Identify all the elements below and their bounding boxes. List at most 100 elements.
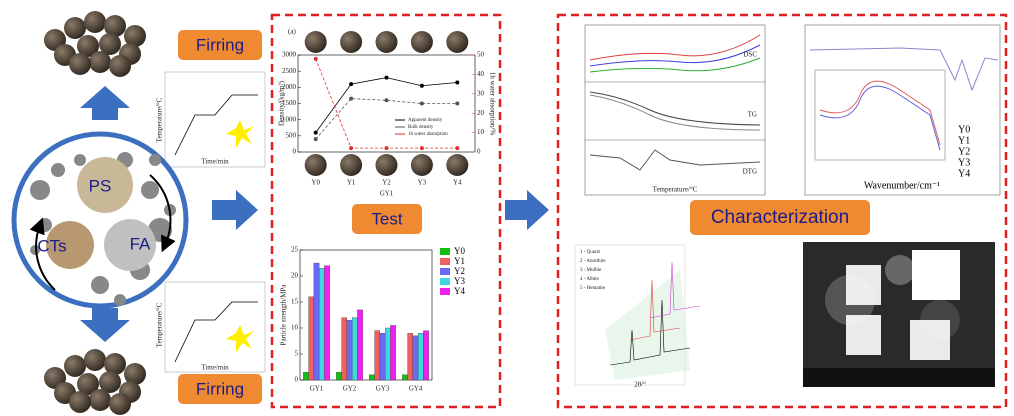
series-line (315, 77, 458, 133)
axis-label: GY1 (380, 190, 394, 198)
axis-label: 1h water absorption/% (488, 72, 496, 136)
pellet (109, 393, 131, 415)
series-point (455, 146, 460, 151)
dsc-label: DSC (743, 51, 757, 59)
pellet (69, 53, 91, 75)
legend-label: Y2 (454, 266, 465, 276)
arrow-up (80, 86, 130, 120)
series-point (384, 75, 389, 80)
phase-label: 4 - Albite (580, 277, 600, 282)
bar (379, 333, 386, 381)
bar (336, 372, 342, 381)
particle (51, 163, 65, 177)
particle (114, 294, 126, 306)
svg-text:Characterization: Characterization (711, 207, 849, 228)
legend-label: Y1 (454, 256, 465, 266)
y2-tick-label: 50 (477, 51, 485, 59)
pellet (99, 33, 121, 55)
bar (390, 325, 396, 381)
bar (303, 372, 309, 381)
particle (30, 245, 40, 255)
axis-label: Density/(kg/m³) (278, 80, 286, 126)
pellet (104, 15, 126, 37)
characterization-box (556, 13, 1008, 409)
arrow-down (80, 308, 130, 342)
pellet (99, 371, 121, 393)
phase-label: 3 - Mullite (580, 268, 602, 273)
y-tick-label: 20 (291, 272, 299, 280)
pellet (64, 355, 86, 377)
bar (369, 374, 375, 381)
svg-text:Firring: Firring (196, 35, 244, 54)
pellet (69, 391, 91, 413)
y-tick-label: 3000 (282, 51, 297, 59)
y-tick-label: 5 (295, 350, 299, 358)
fa-powder (104, 219, 156, 271)
firing-label: Firring (178, 30, 262, 60)
y-tick-label: 1500 (282, 99, 297, 107)
legend-swatch (440, 288, 450, 295)
y-tick-label: 15 (291, 298, 299, 306)
legend-swatch (440, 278, 450, 285)
series-point (419, 83, 424, 88)
y2-tick-label: 20 (477, 109, 485, 117)
characterization-panels (574, 24, 1001, 387)
legend-label: Y4 (454, 286, 465, 296)
tg-label: TG (748, 111, 757, 119)
series-point (313, 137, 318, 142)
svg-text:Time/min: Time/min (201, 158, 229, 166)
ps-powder (77, 157, 133, 213)
svg-text:Temperature/°C: Temperature/°C (156, 97, 164, 142)
y-tick-label: 10 (291, 324, 299, 332)
pellets-photo (44, 11, 146, 77)
pellet-photo (304, 154, 327, 176)
y2-tick-label: 30 (477, 89, 485, 97)
bar (313, 262, 320, 381)
y2-tick-label: 10 (477, 128, 485, 136)
series-point (419, 146, 424, 151)
series-point (455, 101, 460, 106)
legend-label: Y3 (454, 276, 465, 286)
test-box (270, 13, 502, 409)
x-tick-label: Y3 (418, 179, 427, 187)
legend-label: Apparent density (408, 118, 443, 123)
legend-label: Bulk density (408, 125, 434, 130)
pellet (89, 389, 111, 411)
y-tick-label: 25 (291, 246, 299, 254)
y2-tick-label: 0 (477, 148, 481, 156)
pellet (84, 349, 106, 371)
y-tick-label: 2000 (282, 83, 297, 91)
bar (407, 333, 414, 381)
bar (423, 330, 429, 381)
characterization-label: Characterization (690, 200, 870, 235)
bar (417, 333, 424, 381)
series-point (419, 101, 424, 106)
phase-label: 1 - Quartz (580, 250, 601, 255)
bar (357, 309, 363, 381)
firing-curve: Time/min Temperature/°C (156, 71, 266, 168)
mixing-circle: PS CTs FA (11, 131, 189, 309)
x-tick-label: Y2 (382, 179, 391, 187)
firing-label: Firring (178, 374, 262, 404)
pellet-photo (410, 31, 433, 53)
bar (308, 296, 315, 381)
firing-curve: Time/min Temperature/°C (156, 281, 266, 373)
test-label: Test (352, 204, 422, 234)
pellet (84, 11, 106, 33)
pellet-photo (375, 154, 398, 176)
x-tick-label: Y4 (453, 179, 462, 187)
legend-swatch (440, 248, 450, 255)
material-label: FA (130, 234, 151, 253)
series-point (384, 98, 389, 103)
legend-label: Y2 (958, 146, 970, 157)
pellet-photo (304, 31, 327, 53)
arrow-right (505, 190, 549, 230)
y-tick-label: 1000 (282, 115, 297, 123)
pellet-photo (340, 31, 363, 53)
bar (374, 330, 381, 381)
arrow-right (212, 190, 258, 230)
x-tick-label: GY1 (310, 385, 324, 393)
bar (324, 265, 330, 381)
axis-label: Wavenumber/cm⁻¹ (864, 180, 940, 191)
svg-text:Firring: Firring (196, 379, 244, 398)
